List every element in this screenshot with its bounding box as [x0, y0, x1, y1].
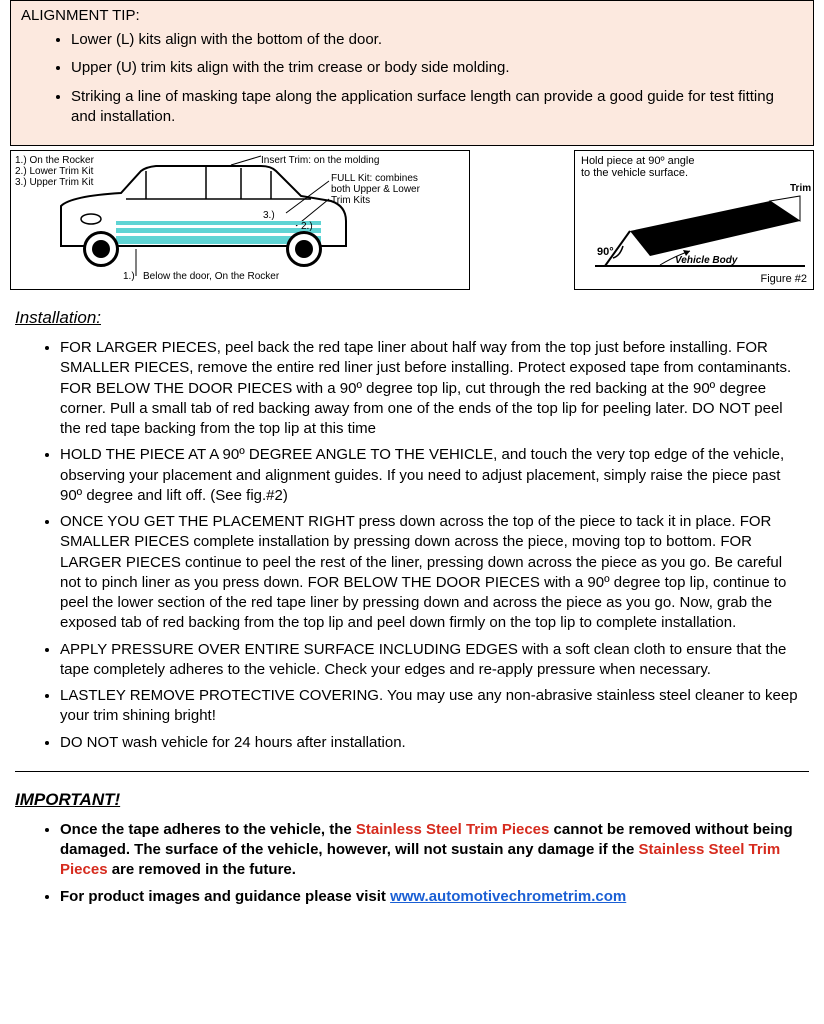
car-diagram: 1.) On the Rocker 2.) Lower Trim Kit 3.)… [10, 150, 470, 290]
install-step: APPLY PRESSURE OVER ENTIRE SURFACE INCLU… [60, 640, 804, 681]
vehicle-body-label: Vehicle Body [675, 255, 737, 266]
divider [15, 771, 809, 772]
install-step: FOR LARGER PIECES, peel back the red tap… [60, 338, 804, 439]
important-text: are removed in the future. [108, 861, 296, 878]
install-step: LASTLEY REMOVE PROTECTIVE COVERING. You … [60, 686, 804, 727]
install-step: HOLD THE PIECE AT A 90º DEGREE ANGLE TO … [60, 445, 804, 506]
tip-item: Striking a line of masking tape along th… [71, 87, 803, 128]
trim-label: Trim [790, 183, 811, 194]
angle-diagram: Hold piece at 90º angle to the vehicle s… [574, 150, 814, 290]
important-item: For product images and guidance please v… [60, 887, 804, 907]
important-heading: IMPORTANT! [15, 790, 814, 810]
red-text: Stainless Steel Trim Pieces [356, 821, 549, 838]
rear-wheel-icon [286, 231, 322, 267]
install-step: ONCE YOU GET THE PLACEMENT RIGHT press d… [60, 512, 804, 634]
num3: 3.) [263, 210, 275, 221]
installation-heading: Installation: [15, 308, 814, 328]
product-link[interactable]: www.automotivechrometrim.com [390, 888, 626, 905]
diagrams-row: 1.) On the Rocker 2.) Lower Trim Kit 3.)… [10, 150, 814, 290]
important-text: For product images and guidance please v… [60, 888, 390, 905]
tip-list: Lower (L) kits align with the bottom of … [21, 30, 803, 127]
tip-item: Upper (U) trim kits align with the trim … [71, 58, 803, 78]
important-list: Once the tape adheres to the vehicle, th… [0, 820, 804, 907]
front-wheel-icon [83, 231, 119, 267]
tip-item: Lower (L) kits align with the bottom of … [71, 30, 803, 50]
num1: 1.) [123, 271, 135, 282]
important-item: Once the tape adheres to the vehicle, th… [60, 820, 804, 881]
angle-label: 90° [597, 246, 614, 258]
alignment-tip-box: ALIGNMENT TIP: Lower (L) kits align with… [10, 0, 814, 146]
angle-svg [575, 151, 815, 291]
install-step: DO NOT wash vehicle for 24 hours after i… [60, 733, 804, 753]
important-text: Once the tape adheres to the vehicle, th… [60, 821, 356, 838]
below-door-label: Below the door, On the Rocker [143, 271, 279, 282]
tip-title: ALIGNMENT TIP: [21, 7, 803, 24]
figure-label: Figure #2 [761, 273, 807, 285]
installation-list: FOR LARGER PIECES, peel back the red tap… [0, 338, 804, 753]
